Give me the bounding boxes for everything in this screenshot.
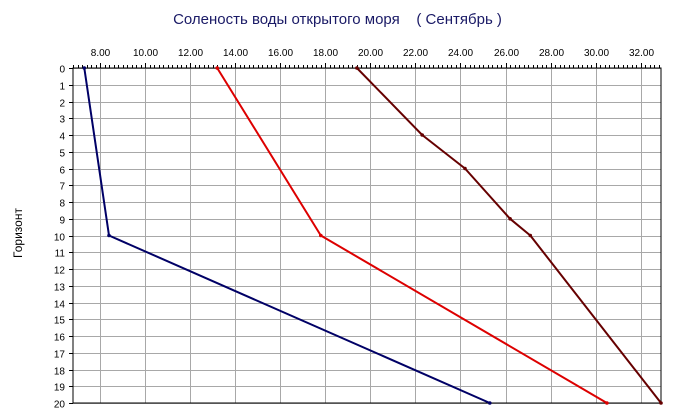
y-tick-label: 18 [54, 367, 66, 378]
y-tick-label: 14 [54, 300, 66, 311]
x-tick-label: 16.00 [268, 48, 293, 59]
x-tick-label: 32.00 [629, 48, 654, 59]
data-point [319, 233, 323, 238]
minor-ticks [69, 63, 660, 404]
x-tick-label: 24.00 [448, 48, 473, 59]
y-tick-label: 6 [59, 166, 65, 177]
series-line-3 [356, 67, 662, 404]
x-tick-labels: 8.00 10.00 12.00 14.00 16.00 18.00 20.00 22.00 2… [91, 48, 655, 59]
data-point [488, 401, 492, 405]
data-point [82, 66, 87, 70]
data-point [528, 233, 533, 238]
chart-title: Соленость воды открытого моря ( Сентябрь… [173, 11, 502, 28]
y-tick-label: 7 [59, 182, 65, 193]
y-tick-label: 12 [54, 266, 66, 277]
data-point [215, 66, 219, 70]
y-tick-label: 0 [59, 65, 65, 76]
data-point [659, 401, 663, 405]
plot-area-border [72, 67, 662, 404]
data-point [605, 401, 609, 405]
data-point [508, 217, 512, 221]
x-tick-label: 28.00 [539, 48, 564, 59]
y-tick-label: 3 [59, 115, 65, 126]
y-tick-label: 20 [54, 400, 66, 411]
x-tick-label: 14.00 [223, 48, 248, 59]
y-tick-label: 2 [59, 99, 65, 110]
y-tick-label: 11 [55, 249, 66, 260]
x-tick-label: 20.00 [358, 48, 383, 59]
y-tick-label: 1 [59, 82, 65, 93]
y-tick-label: 13 [54, 283, 66, 294]
x-tick-label: 30.00 [584, 48, 609, 59]
x-tick-label: 22.00 [403, 48, 428, 59]
x-tick-label: 10.00 [133, 48, 158, 59]
data-point [355, 66, 359, 70]
data-point [463, 166, 467, 171]
y-tick-label: 15 [54, 316, 66, 327]
y-tick-label: 8 [59, 199, 65, 210]
series-lines [82, 66, 663, 405]
y-tick-label: 17 [54, 350, 66, 361]
x-tick-label: 18.00 [313, 48, 338, 59]
data-point [107, 233, 111, 238]
data-point [420, 133, 425, 137]
y-tick-label: 5 [59, 149, 65, 160]
y-tick-label: 4 [59, 132, 65, 143]
y-tick-label: 16 [54, 333, 66, 344]
y-tick-label: 19 [54, 383, 66, 394]
x-tick-label: 8.00 [91, 48, 111, 59]
y-tick-label: 10 [54, 233, 66, 244]
grid-lines [73, 68, 661, 404]
y-tick-label: 9 [59, 216, 65, 227]
x-tick-label: 12.00 [178, 48, 203, 59]
x-tick-label: 26.00 [494, 48, 519, 59]
